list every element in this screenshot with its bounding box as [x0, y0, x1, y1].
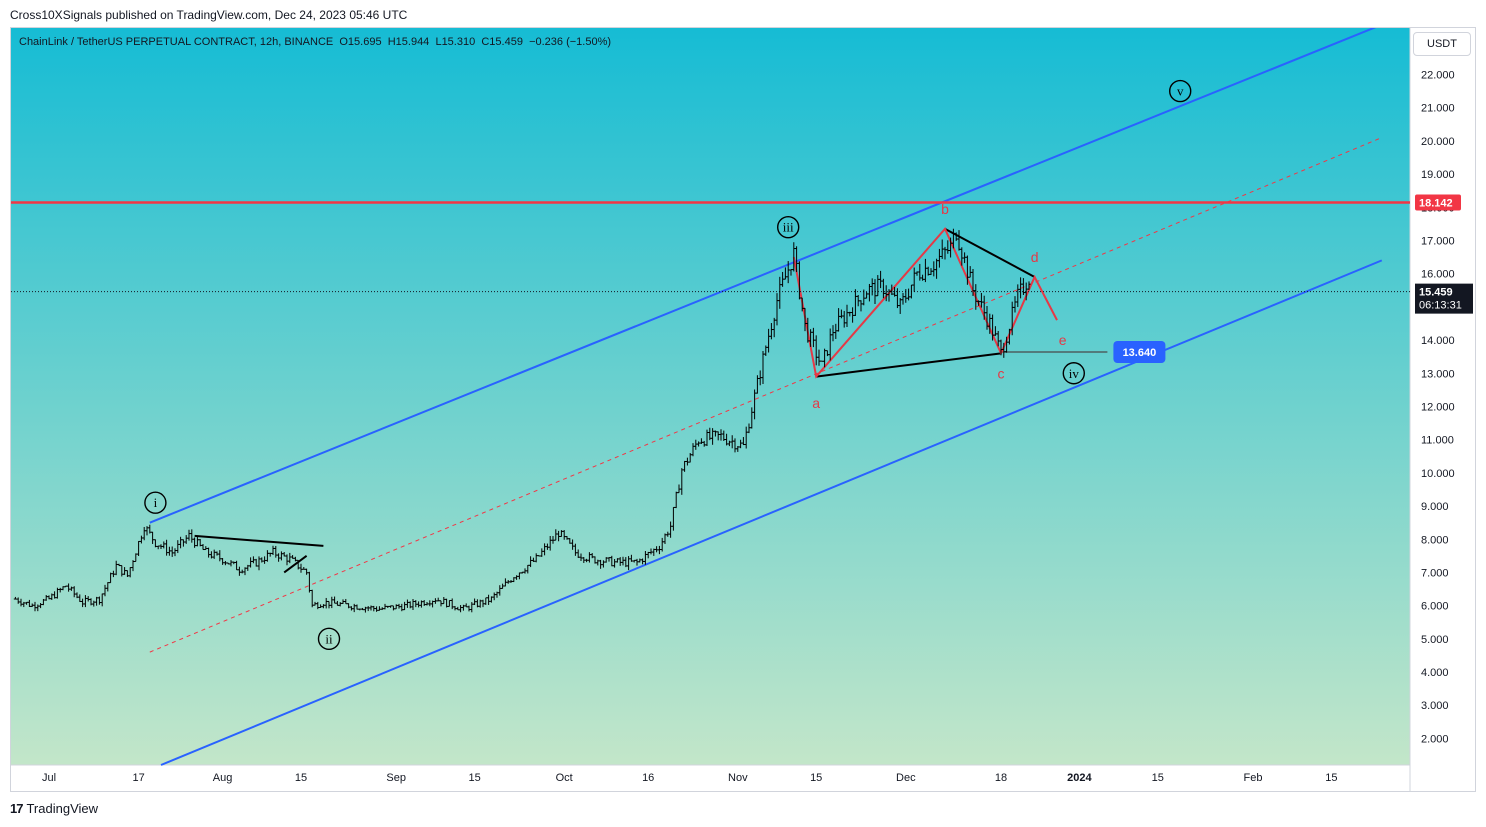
symbol-legend: ChainLink / TetherUS PERPETUAL CONTRACT,…	[19, 36, 611, 48]
y-tick-label: 13.000	[1421, 368, 1455, 380]
tradingview-logo-icon: 17	[10, 801, 24, 816]
wave-label: e	[1059, 332, 1067, 348]
wave-label: ii	[325, 631, 333, 646]
triangle-line	[283, 555, 308, 574]
last-price-text: 15.459	[1419, 287, 1453, 299]
y-tick-label: 14.000	[1421, 335, 1455, 347]
wave-label: v	[1177, 84, 1184, 99]
wave-label-circle	[317, 627, 341, 651]
wave-label-circle	[777, 215, 800, 239]
wave-label: i	[154, 495, 158, 510]
y-tick-label: 17.000	[1421, 235, 1455, 247]
wave-label: iv	[1069, 366, 1080, 381]
y-tick-label: 6.000	[1421, 601, 1449, 613]
publisher-caption: Cross10XSignals published on TradingView…	[10, 8, 408, 22]
x-tick-label: 16	[642, 772, 654, 784]
x-tick-label: 17	[132, 772, 144, 784]
triangle-line	[194, 534, 324, 547]
x-tick-label: Aug	[213, 772, 233, 784]
channel-line	[160, 259, 1383, 766]
high-label: H	[387, 36, 396, 48]
chart-frame[interactable]: 13.640 i ii iii iv v a b c d e 2.000 3.000 4.000 5.0…	[10, 27, 1476, 792]
ohlc-bar	[820, 360, 824, 362]
y-tick-label: 2.000	[1421, 733, 1449, 745]
x-tick-label: 2024	[1067, 772, 1092, 784]
y-tick-label: 4.000	[1421, 667, 1449, 679]
plot-background	[11, 28, 1410, 765]
wave-label-circle	[144, 491, 167, 514]
wave-label-circle	[1168, 79, 1192, 103]
triangle-line	[944, 227, 1036, 278]
bar-countdown-text: 06:13:31	[1419, 300, 1462, 312]
high-value: 15.944	[395, 36, 430, 48]
tradingview-brand-text: TradingView	[26, 801, 99, 816]
y-tick-label: 20.000	[1421, 136, 1455, 148]
y-tick-label: 9.000	[1421, 501, 1449, 513]
x-tick-label: Oct	[556, 772, 573, 784]
tradingview-logo[interactable]: 17 TradingView	[10, 801, 98, 816]
time-axis: Jul 17 Aug 15 Sep 15 Oct 16 Nov 15 Dec 18 2024 15 Feb 1…	[42, 772, 1338, 784]
x-tick-label: 18	[995, 772, 1007, 784]
wave-label: c	[998, 365, 1005, 381]
x-tick-label: 15	[468, 772, 480, 784]
x-tick-label: Jul	[42, 772, 56, 784]
y-tick-label: 3.000	[1421, 700, 1449, 712]
y-tick-label: 10.000	[1421, 468, 1455, 480]
ohlc-bars	[13, 228, 1031, 613]
x-tick-label: Dec	[896, 772, 916, 784]
wave-label: a	[812, 395, 820, 411]
y-tick-label: 22.000	[1421, 69, 1455, 81]
resistance-price-text: 18.142	[1419, 198, 1453, 210]
wave-label-circle	[1062, 362, 1086, 385]
channel-line	[149, 28, 1377, 524]
low-value: 15.310	[441, 36, 476, 48]
y-tick-label: 21.000	[1421, 103, 1455, 115]
y-tick-label: 12.000	[1421, 401, 1455, 413]
open-label: O	[339, 36, 348, 48]
x-tick-label: 15	[295, 772, 307, 784]
close-value: 15.459	[489, 36, 523, 48]
wave-label: iii	[783, 220, 794, 235]
wave-label: b	[941, 201, 949, 217]
change-value: −0.236 (−1.50%)	[529, 36, 612, 48]
y-tick-label: 19.000	[1421, 169, 1455, 181]
x-tick-label: 15	[810, 772, 822, 784]
price-scale-background	[1410, 28, 1475, 765]
x-tick-label: Nov	[728, 772, 748, 784]
y-tick-label: 5.000	[1421, 634, 1449, 646]
currency-button[interactable]: USDT	[1413, 32, 1471, 56]
close-label: C	[481, 36, 490, 48]
last-price-badge	[1415, 283, 1473, 314]
x-tick-label: Sep	[386, 772, 406, 784]
low-label: L	[435, 36, 442, 48]
channel-midline	[149, 137, 1382, 653]
y-tick-label: 7.000	[1421, 567, 1449, 579]
time-scale-background	[11, 765, 1475, 791]
x-tick-label: 15	[1152, 772, 1164, 784]
wave-label: d	[1031, 249, 1039, 265]
y-tick-label: 11.000	[1421, 435, 1454, 447]
y-tick-label: 8.000	[1421, 534, 1449, 546]
symbol-title[interactable]: ChainLink / TetherUS PERPETUAL CONTRACT,…	[19, 36, 334, 48]
x-tick-label: Feb	[1244, 772, 1263, 784]
support-price-text: 13.640	[1123, 347, 1157, 359]
y-tick-label: 16.000	[1421, 269, 1455, 281]
support-price-badge	[1113, 341, 1166, 364]
ohlc-bar	[1027, 281, 1031, 290]
x-tick-label: 15	[1325, 772, 1337, 784]
resistance-price-badge	[1415, 194, 1461, 211]
triangle-line	[816, 352, 1002, 378]
open-value: 15.695	[347, 36, 382, 48]
